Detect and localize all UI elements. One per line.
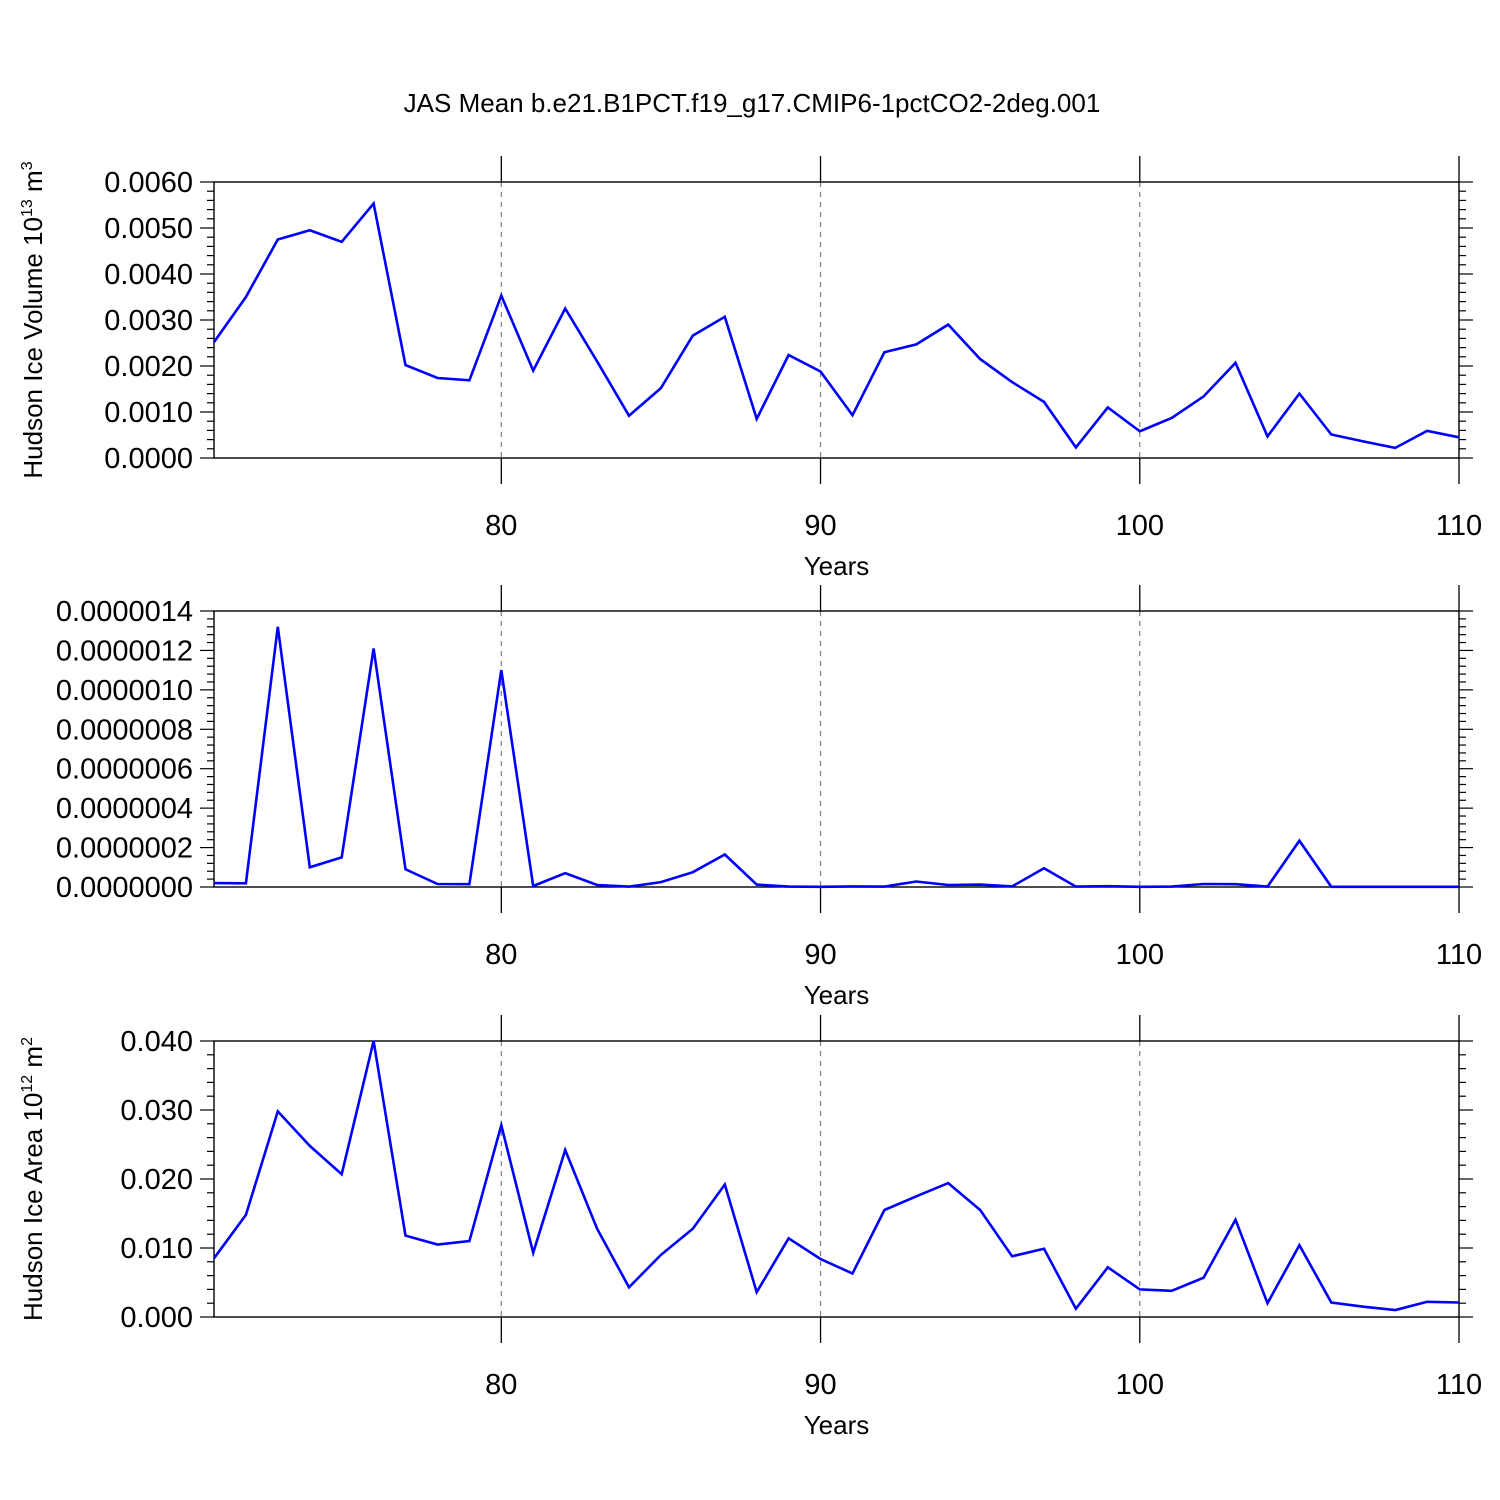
plot-frame bbox=[213, 610, 1460, 888]
y-tick-label: 0.0000014 bbox=[56, 596, 193, 628]
plot-frame bbox=[213, 181, 1460, 459]
y-axis-label: Hudson Ice Area 1012 m2 bbox=[18, 1037, 48, 1321]
y-tick-label: 0.0040 bbox=[104, 259, 193, 291]
x-tick-label: 110 bbox=[1436, 510, 1482, 542]
x-tick-label: 110 bbox=[1436, 1369, 1482, 1401]
y-axis-label-sup1: 13 bbox=[19, 199, 36, 217]
x-tick-label: 110 bbox=[1436, 939, 1482, 971]
x-tick-label: 100 bbox=[1116, 939, 1164, 971]
y-tick-label: 0.0000012 bbox=[56, 635, 193, 667]
y-tick-label: 0.0000002 bbox=[56, 833, 193, 865]
y-axis-label-sup2: 2 bbox=[19, 1037, 36, 1046]
y-tick-label: 0.020 bbox=[120, 1164, 193, 1196]
y-tick-label: 0.0000008 bbox=[56, 714, 193, 746]
x-tick-label: 90 bbox=[804, 939, 836, 971]
y-tick-label: 0.040 bbox=[120, 1026, 193, 1058]
chart-panels: 0.0000 0.0010 0.0020 0.0030 0.0040 0.0050 0.00… bbox=[18, 156, 1482, 1440]
x-tick-label: 90 bbox=[804, 1369, 836, 1401]
y-axis-label-sup2: 3 bbox=[19, 161, 36, 170]
series-line bbox=[212, 1040, 1460, 1312]
x-axis-label: Years bbox=[804, 1410, 870, 1440]
chart-panel-3: 0.000 0.010 0.020 0.030 0.040 80 90 100 110 Years… bbox=[18, 1015, 1482, 1440]
y-tick-label: 0.0000006 bbox=[56, 754, 193, 786]
x-axis-label: Years bbox=[804, 551, 870, 581]
y-tick-label: 0.010 bbox=[120, 1233, 193, 1265]
y-axis-label: Hudson Ice Volume 1013 m3 bbox=[18, 161, 48, 478]
y-tick-label: 0.000 bbox=[120, 1302, 193, 1334]
y-tick-label: 0.0050 bbox=[104, 213, 193, 245]
x-tick-label: 80 bbox=[485, 510, 517, 542]
y-tick-label: 0.0030 bbox=[104, 305, 193, 337]
y-tick-label: 0.0000004 bbox=[56, 793, 193, 825]
y-axis-label-unit: m bbox=[18, 1046, 48, 1075]
y-tick-label: 0.030 bbox=[120, 1095, 193, 1127]
figure-title: JAS Mean b.e21.B1PCT.f19_g17.CMIP6-1pctC… bbox=[404, 88, 1101, 118]
chart-panel-1: 0.0000 0.0010 0.0020 0.0030 0.0040 0.0050 0.00… bbox=[18, 156, 1482, 581]
series-line bbox=[213, 626, 1459, 889]
x-tick-label: 100 bbox=[1116, 1369, 1164, 1401]
y-tick-label: 0.0000 bbox=[104, 443, 193, 475]
y-tick-label: 0.0000010 bbox=[56, 675, 193, 707]
y-axis-label-text: Hudson Ice Area 10 bbox=[18, 1093, 48, 1321]
plot-frame bbox=[213, 1040, 1460, 1318]
y-tick-label: 0.0010 bbox=[104, 397, 193, 429]
y-axis-label-unit: m bbox=[18, 170, 48, 199]
x-tick-label: 100 bbox=[1116, 510, 1164, 542]
x-axis-label: Years bbox=[804, 980, 870, 1010]
y-tick-label: 0.0000000 bbox=[56, 872, 193, 904]
y-axis-label-sup1: 12 bbox=[19, 1075, 36, 1093]
chart-panel-2: 0.0000000 0.0000002 0.0000004 0.0000006 0.00… bbox=[56, 585, 1482, 1010]
x-tick-label: 80 bbox=[485, 939, 517, 971]
y-axis-label-text: Hudson Ice Volume 10 bbox=[18, 217, 48, 479]
x-tick-label: 80 bbox=[485, 1369, 517, 1401]
series-line bbox=[212, 200, 1460, 450]
x-tick-label: 90 bbox=[804, 510, 836, 542]
y-tick-label: 0.0060 bbox=[104, 167, 193, 199]
y-tick-label: 0.0020 bbox=[104, 351, 193, 383]
